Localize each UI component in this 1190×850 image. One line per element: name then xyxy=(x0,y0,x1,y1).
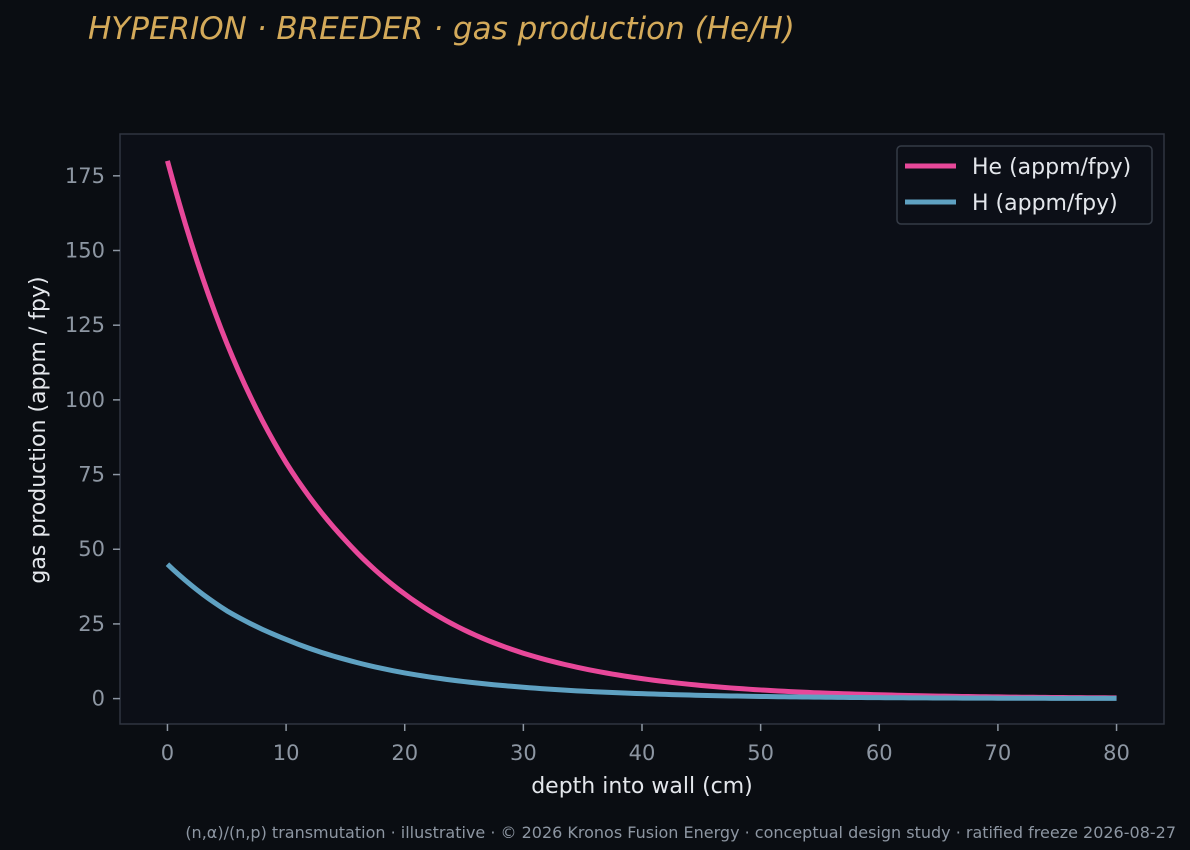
y-tick-label: 100 xyxy=(65,388,105,412)
y-tick-label: 125 xyxy=(65,313,105,337)
y-tick-label: 50 xyxy=(78,537,105,561)
legend-box xyxy=(896,145,1153,225)
y-tick-label: 175 xyxy=(65,164,105,188)
footer-note: (n,α)/(n,p) transmutation · illustrative… xyxy=(185,823,1176,842)
x-tick-label: 20 xyxy=(391,741,418,765)
chart-title: HYPERION · BREEDER · gas production (He/… xyxy=(88,11,795,47)
x-tick-label: 40 xyxy=(629,741,656,765)
x-tick-label: 60 xyxy=(866,741,893,765)
x-tick-label: 0 xyxy=(161,741,174,765)
y-axis-label: gas production (appm / fpy) xyxy=(26,276,51,583)
x-tick-label: 70 xyxy=(985,741,1012,765)
legend-label-he: He (appm/fpy) xyxy=(972,155,1131,180)
legend: He (appm/fpy) H (appm/fpy) xyxy=(896,145,1153,225)
y-tick-label: 150 xyxy=(65,239,105,263)
x-tick-label: 50 xyxy=(747,741,774,765)
x-tick-label: 10 xyxy=(273,741,300,765)
plot-area xyxy=(119,133,1165,725)
legend-label-h: H (appm/fpy) xyxy=(972,191,1118,216)
y-axis: 0 25 50 75 100 125 150 175 xyxy=(65,164,120,711)
y-tick-label: 25 xyxy=(78,612,105,636)
x-axis: 0 10 20 30 40 50 60 70 80 xyxy=(161,724,1130,765)
series-lines xyxy=(165,160,1117,701)
y-tick-label: 75 xyxy=(78,463,105,487)
x-tick-label: 30 xyxy=(510,741,537,765)
x-axis-label: depth into wall (cm) xyxy=(531,774,753,799)
series-line-h xyxy=(165,562,1117,701)
x-tick-label: 80 xyxy=(1103,741,1130,765)
y-tick-label: 0 xyxy=(92,687,105,711)
